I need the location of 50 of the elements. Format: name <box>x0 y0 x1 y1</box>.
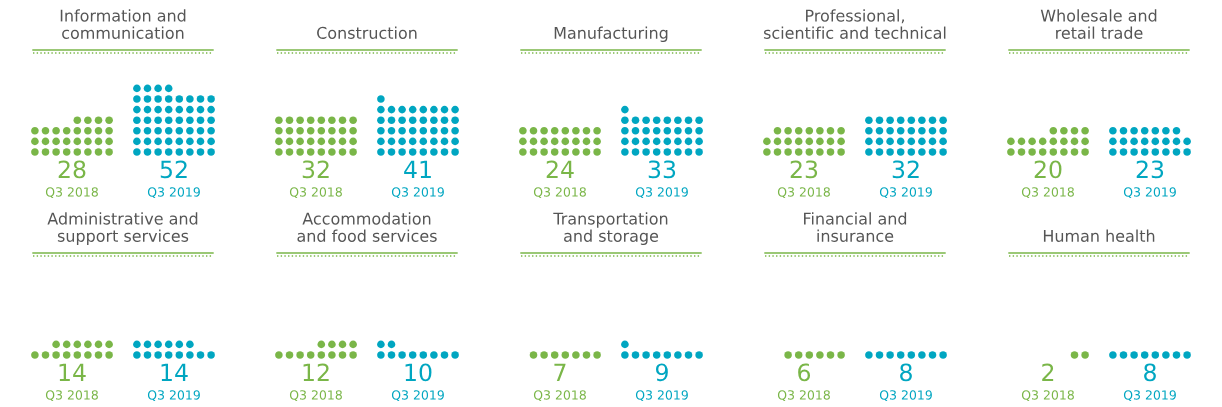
category-label: Q3 2019 <box>879 390 932 402</box>
category-label: Q3 2019 <box>391 390 444 402</box>
data-label: 10 <box>405 363 432 382</box>
data-label: 14 <box>161 363 188 381</box>
category-label: Q3 2018 <box>1021 390 1074 402</box>
text: Transportation and storage <box>553 212 668 245</box>
data-label: 12 <box>303 363 329 381</box>
category-label: Q3 2019 <box>635 187 688 199</box>
text: Accommodation and food services <box>297 212 437 242</box>
data-label: 20 <box>1034 160 1062 179</box>
text: Professional, scientific and technical <box>763 9 946 39</box>
data-label: 41 <box>404 160 431 178</box>
category-label: Q3 2019 <box>1123 390 1176 402</box>
category-label: Q3 2018 <box>777 187 830 199</box>
category-label: Q3 2018 <box>289 390 342 402</box>
category-label: Q3 2018 <box>777 390 830 402</box>
category-label: Q3 2019 <box>635 390 688 402</box>
data-label: 14 <box>59 363 86 381</box>
data-label: 9 <box>655 363 668 382</box>
text: Wholesale and retail trade <box>1040 9 1157 39</box>
text: Information and communication <box>60 9 186 39</box>
category-label: Q3 2018 <box>45 187 98 199</box>
category-label: Q3 2019 <box>879 187 932 199</box>
data-label: 52 <box>160 160 187 179</box>
text: Financial and insurance <box>804 212 907 242</box>
data-label: 23 <box>790 160 818 179</box>
category-label: Q3 2019 <box>1123 187 1176 199</box>
text: Human health <box>1043 229 1155 242</box>
category-label: Q3 2018 <box>289 187 342 199</box>
data-label: 33 <box>648 160 676 179</box>
data-label: 24 <box>546 160 574 178</box>
data-label: 6 <box>798 363 811 382</box>
data-label: 8 <box>1144 363 1156 382</box>
text: Manufacturing <box>554 26 668 42</box>
category-label: Q3 2019 <box>391 187 444 199</box>
data-label: 7 <box>554 363 566 381</box>
text: Administrative and support services <box>47 212 198 245</box>
data-label: 32 <box>302 160 329 179</box>
category-label: Q3 2018 <box>45 390 98 402</box>
category-label: Q3 2019 <box>147 187 200 199</box>
data-label: 23 <box>1136 160 1164 179</box>
category-label: Q3 2018 <box>533 390 586 402</box>
data-label: 8 <box>900 363 912 382</box>
data-label: 2 <box>1042 363 1054 381</box>
text: Construction <box>317 26 417 39</box>
data-label: 32 <box>892 160 919 179</box>
category-label: Q3 2018 <box>533 187 586 199</box>
category-label: Q3 2019 <box>147 390 200 402</box>
category-label: Q3 2018 <box>1021 187 1074 199</box>
data-label: 28 <box>58 160 86 179</box>
